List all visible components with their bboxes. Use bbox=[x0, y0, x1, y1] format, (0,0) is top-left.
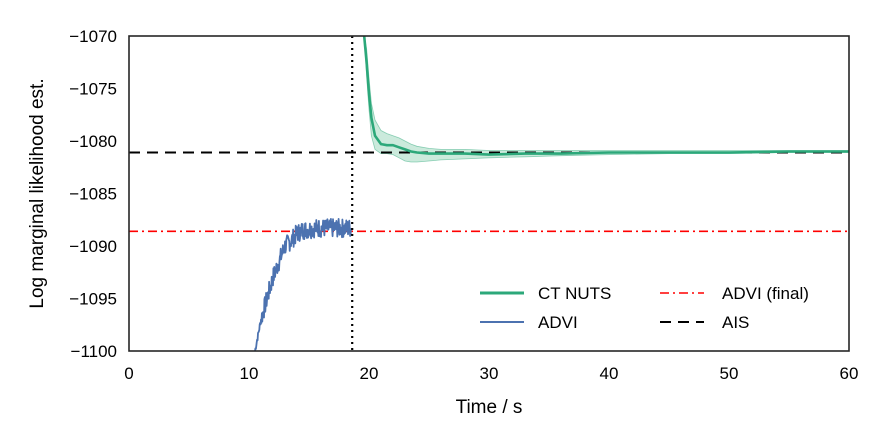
y-axis-label: Log marginal likelihood est. bbox=[27, 78, 48, 308]
x-tick-label: 50 bbox=[720, 364, 739, 383]
legend-entry-ais: AIS bbox=[660, 313, 749, 332]
legend-label-ct-nuts: CT NUTS bbox=[538, 284, 611, 303]
y-tick-label: −1095 bbox=[69, 290, 117, 309]
y-tick-label: −1075 bbox=[69, 80, 117, 99]
advi-series-line bbox=[254, 218, 352, 351]
legend-entry-advi: ADVI bbox=[480, 313, 578, 332]
x-tick-label: 20 bbox=[360, 364, 379, 383]
x-tick-label: 10 bbox=[240, 364, 259, 383]
legend: CT NUTS ADVI ADVI (final) AIS bbox=[480, 284, 809, 332]
y-axis-ticks: −1070 −1075 −1080 −1085 −1090 −1095 −1100 bbox=[69, 27, 117, 361]
ct-nuts-series-line bbox=[362, 36, 849, 156]
y-tick-label: −1100 bbox=[71, 342, 117, 361]
y-tick-label: −1080 bbox=[69, 132, 117, 151]
x-tick-label: 40 bbox=[600, 364, 619, 383]
x-tick-label: 60 bbox=[840, 364, 859, 383]
y-tick-label: −1090 bbox=[69, 237, 117, 256]
legend-label-advi-final: ADVI (final) bbox=[722, 284, 809, 303]
plot-frame bbox=[128, 35, 850, 352]
legend-entry-advi-final: ADVI (final) bbox=[660, 284, 809, 303]
plot-background bbox=[129, 36, 849, 351]
y-tick-label: −1085 bbox=[69, 185, 117, 204]
legend-label-advi: ADVI bbox=[538, 313, 578, 332]
x-tick-label: 30 bbox=[480, 364, 499, 383]
ct-nuts-confidence-band bbox=[363, 36, 849, 163]
x-tick-label: 0 bbox=[124, 364, 133, 383]
legend-label-ais: AIS bbox=[722, 313, 749, 332]
x-axis-label: Time / s bbox=[456, 397, 523, 418]
legend-entry-ct-nuts: CT NUTS bbox=[480, 284, 611, 303]
x-axis-ticks: 0 10 20 30 40 50 60 bbox=[124, 364, 858, 383]
y-tick-label: −1070 bbox=[69, 27, 117, 46]
